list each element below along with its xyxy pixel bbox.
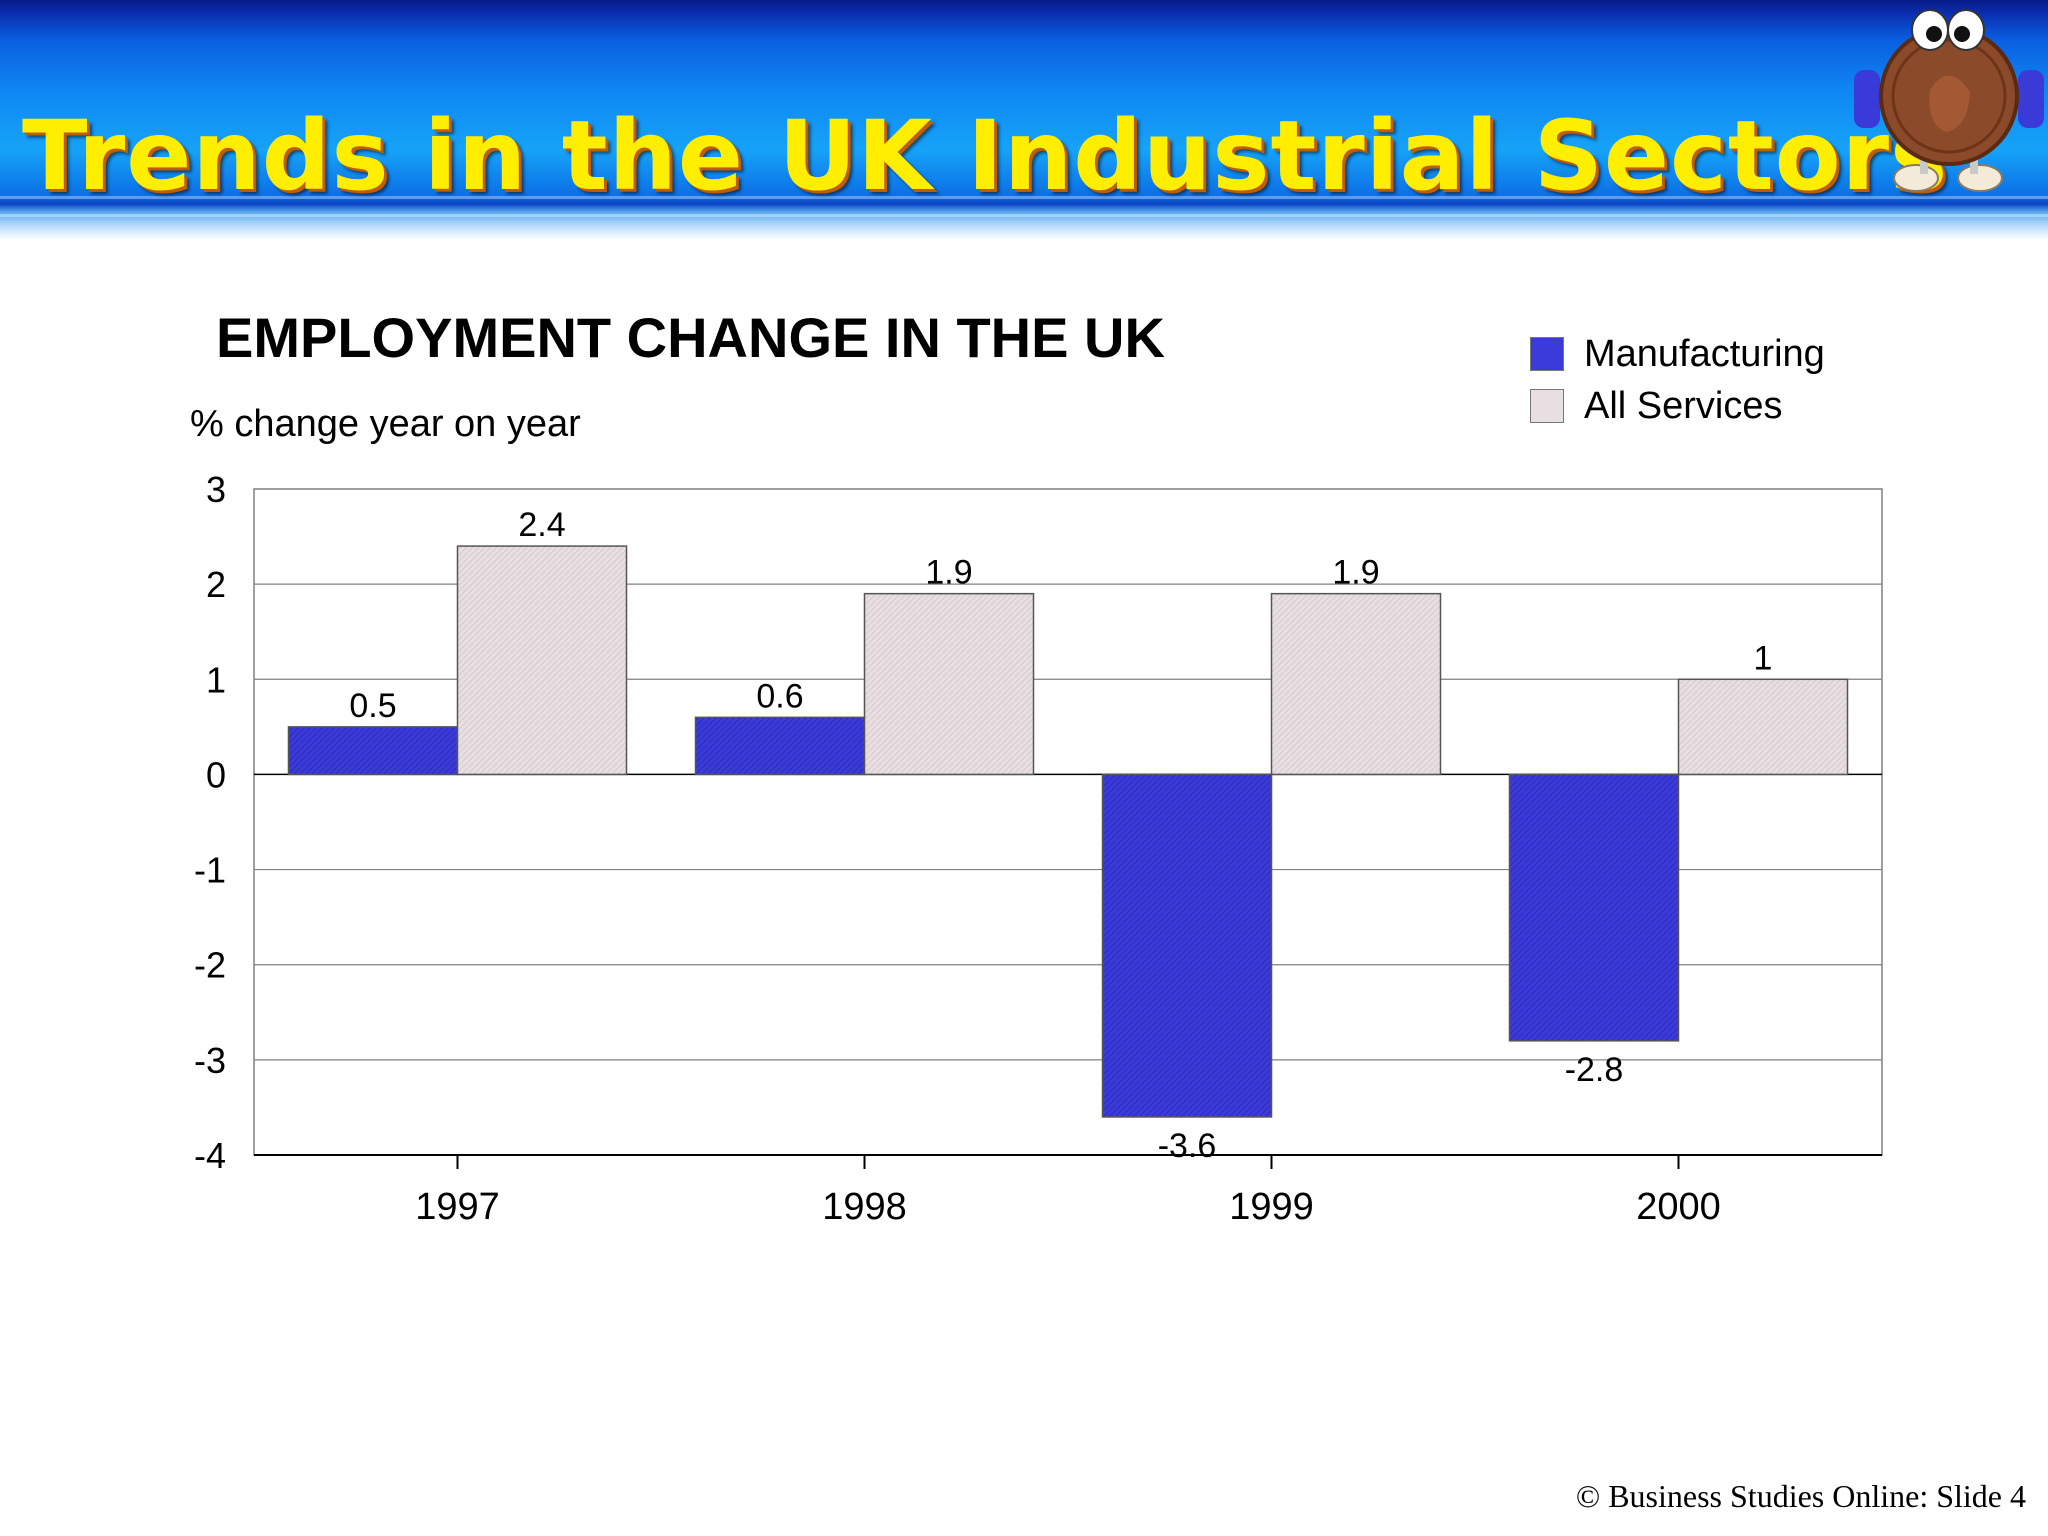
y-tick-label: -3 (194, 1040, 226, 1081)
chart-title: EMPLOYMENT CHANGE IN THE UK (216, 306, 1165, 369)
data-label-manufacturing-1998: 0.6 (756, 677, 803, 715)
y-tick-label: -1 (194, 850, 226, 891)
legend-label-services: All Services (1584, 384, 1783, 427)
y-tick-label: 2 (206, 564, 226, 605)
bar-services-1999 (1270, 592, 1442, 776)
slide-footer: © Business Studies Online: Slide 4 (1575, 1478, 2026, 1514)
bar-manufacturing-1997 (287, 726, 459, 776)
bar-manufacturing-1998 (694, 716, 866, 776)
x-tick-label: 1999 (1229, 1186, 1314, 1228)
legend-swatch-manufacturing (1530, 337, 1564, 371)
legend-swatch-services (1530, 389, 1564, 423)
data-label-manufacturing-1999: -3.6 (1158, 1127, 1217, 1165)
title-banner (0, 0, 2048, 240)
y-tick-label: 1 (206, 659, 226, 700)
data-label-manufacturing-2000: -2.8 (1565, 1051, 1624, 1089)
bar-services-1997 (456, 545, 628, 776)
plot-area (253, 488, 1883, 1156)
y-tick-label: 0 (206, 754, 226, 795)
y-tick-label: -2 (194, 945, 226, 986)
y-tick-label: -4 (194, 1135, 226, 1176)
legend-item-services: All Services (1530, 380, 1825, 432)
legend-item-manufacturing: Manufacturing (1530, 328, 1825, 380)
slide-title: Trends in the UK Industrial Sectors (22, 100, 1949, 212)
data-label-services-1999: 1.9 (1332, 554, 1379, 592)
x-tick-label: 1997 (415, 1186, 500, 1228)
x-tick-label: 1998 (822, 1186, 907, 1228)
bar-services-1998 (863, 592, 1035, 776)
bar-services-2000 (1677, 678, 1849, 776)
legend-label-manufacturing: Manufacturing (1584, 332, 1825, 375)
data-label-manufacturing-1997: 0.5 (349, 687, 396, 725)
y-tick-label: 3 (206, 469, 226, 510)
bar-manufacturing-1999 (1101, 773, 1273, 1118)
chart-legend: Manufacturing All Services (1530, 328, 1825, 432)
data-label-services-1997: 2.4 (518, 506, 565, 544)
y-axis-label: % change year on year (190, 403, 581, 445)
penny-mascot-icon (1854, 9, 2044, 192)
data-label-services-2000: 1 (1754, 639, 1773, 677)
x-tick-label: 2000 (1636, 1186, 1721, 1228)
data-label-services-1998: 1.9 (925, 554, 972, 592)
bar-manufacturing-2000 (1508, 773, 1680, 1042)
